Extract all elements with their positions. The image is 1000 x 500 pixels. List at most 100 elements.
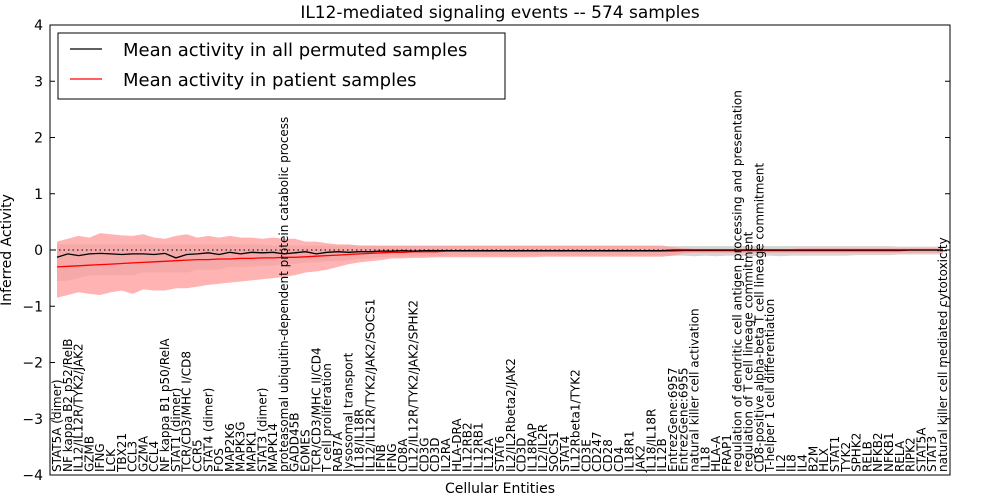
x-tick-label: lysosomal transport [342,352,356,472]
x-tick-label: B2M [806,446,820,472]
x-tick-label: GZMA [136,435,150,472]
x-tick-label: IL18/IL18R [353,409,367,472]
x-tick-label: IL12RB1 [471,422,485,472]
x-tick-label: RELB [860,441,874,472]
x-tick-label: MAP2K6 [223,423,237,472]
x-tick-label: IFNB [374,444,388,472]
x-tick-label: MAPK3G [234,421,248,472]
x-tick-label: IL12/IL12R/TYK2/JAK2/SOCS1 [363,299,377,472]
y-tick-label: 4 [34,18,43,34]
x-tick-label: CCR5 [191,439,205,472]
x-tick-label: T cell proliferation [320,363,334,473]
x-tick-label: GZMB [82,436,96,472]
y-tick-label: −1 [22,299,43,315]
x-axis: STAT5A (dimer)NF kappa B2 p52/RelBIL12/I… [50,90,950,473]
x-tick-label: CD247 [590,431,604,472]
x-tick-label: EntrezGene:6957 [666,368,680,473]
legend-frame [57,32,506,100]
x-tick-label: STAT5A [914,427,928,472]
x-tick-label: CD3G [417,437,431,472]
band-patient [57,233,943,298]
x-tick-label: TCR/CD3/MHC II/CD4 [309,347,323,473]
x-tick-label: RIPK2 [904,437,918,472]
x-tick-label: IL18R1 [623,431,637,472]
x-tick-label: EOMES [299,429,313,472]
x-tick-label: IL2 [774,454,788,472]
x-tick-label: STAT3 (dimer) [255,388,269,472]
x-tick-label: EntrezGene:6955 [677,368,691,473]
x-tick-label: NF kappa B2 p52/RelB [61,338,75,472]
x-tick-label: TBX21 [115,433,129,473]
x-tick-label: IL18 [698,447,712,473]
x-tick-label: MAPK14 [266,423,280,472]
x-tick-label: IL12Rbeta1/TYK2 [569,369,583,472]
x-tick-label: RELA [893,440,907,472]
x-tick-label: CD3D [428,438,442,473]
x-tick-label: CCL4 [147,441,161,472]
x-tick-label: IL4 [796,454,810,472]
plot-area [50,233,950,298]
x-tick-label: IL12A [482,438,496,472]
y-tick-label: −4 [22,468,43,484]
x-tick-label: natural killer cell activation [688,308,702,472]
x-axis-label: Cellular Entities [445,481,555,497]
legend-label-patient: Mean activity in patient samples [123,70,417,91]
x-tick-label: CD3D [515,437,529,472]
x-tick-label: CD8-positive alpha-beta T cell lineage c… [752,163,766,472]
x-tick-label: NF kappa B1 p50/RelA [158,338,172,472]
x-tick-label: STAT6 [493,436,507,472]
x-tick-label: HLX [817,448,831,472]
x-tick-label: CCL3 [126,441,140,472]
x-tick-label: T-helper 1 cell differentiation [763,299,777,473]
x-tick-label: regulation of dendritic cell antigen pro… [731,90,745,472]
plot-frame [49,24,951,476]
y-tick-label: 1 [34,187,43,203]
x-tick-label: CD28 [601,439,615,472]
x-tick-label: STAT3 [925,436,939,472]
x-tick-label: proteasomal ubiquitin-dependent protein … [277,117,291,472]
y-axis-label: Inferred Activity [0,194,15,306]
x-tick-label: STAT5A (dimer) [50,379,64,472]
x-tick-label: STAT4 [558,436,572,472]
x-tick-label: IL12/IL12R/TYK2/JAK2/SPHK2 [407,300,421,472]
legend: Mean activity in all permuted samples Me… [57,32,506,100]
x-tick-label: GADD45B [288,412,302,472]
y-tick-label: −3 [22,412,43,428]
x-tick-label: STAT1 [828,436,842,472]
x-tick-label: HLA-A [709,435,723,472]
y-tick-label: 2 [34,131,43,147]
x-tick-label: NFKB1 [882,432,896,472]
x-tick-label: IL8 [785,454,799,472]
x-tick-label: FRAP1 [720,434,734,472]
y-tick-label: 3 [34,74,43,90]
x-tick-label: IL12/IL12R/TYK2/JAK2 [72,343,86,472]
x-tick-label: STAT4 (dimer) [201,388,215,472]
x-tick-label: IL2/IL2R [536,424,550,472]
x-tick-label: regulation of T cell lineage commitment [742,231,756,472]
x-tick-label: FOS [212,448,226,472]
x-tick-label: JAK2 [634,445,648,473]
x-tick-label: TCR/CD3/MHC I/CD8 [180,351,194,473]
x-tick-label: IL18/IL18R [644,409,658,472]
legend-label-permuted: Mean activity in all permuted samples [123,40,467,61]
x-tick-label: IL2RA [439,437,453,472]
x-tick-label: STAT1 (dimer) [169,388,183,472]
series-line-permuted [56,249,943,259]
x-tick-label: NFKB2 [871,432,885,472]
chart-title: IL12-mediated signaling events -- 574 sa… [300,3,700,23]
x-tick-label: HLA-DRA [450,418,464,472]
x-tick-label: IFNG [385,443,399,472]
x-tick-label: SPHK2 [850,433,864,472]
x-tick-label: IFNG [93,443,107,472]
x-tick-label: CD3E [579,439,593,472]
x-tick-label: natural killer cell mediated cytotoxicit… [936,237,950,472]
x-tick-label: IL18RAP [525,423,539,472]
x-tick-label: TYK2 [839,442,853,473]
x-tick-label: IL2/IL2Rbeta2/JAK2 [504,358,518,472]
x-tick-label: IL12B [655,438,669,472]
x-tick-label: MAPK1 [245,431,259,472]
x-tick-label: SOCS1 [547,431,561,472]
x-tick-label: LCK [104,448,118,472]
x-tick-label: CD4 [612,447,626,472]
